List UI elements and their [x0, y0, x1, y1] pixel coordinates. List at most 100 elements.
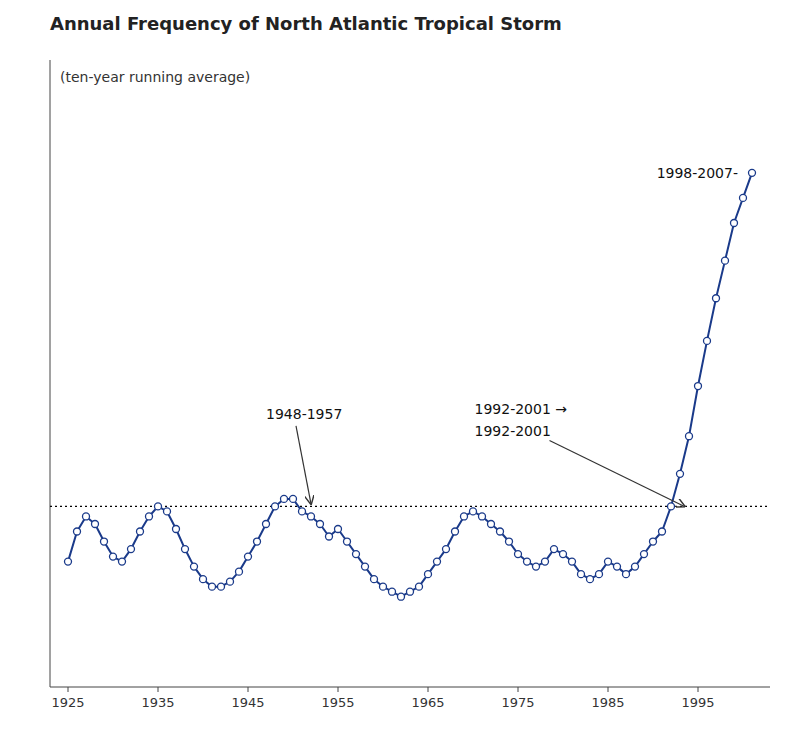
data-point — [578, 571, 585, 578]
annotation-arrow — [296, 426, 311, 504]
plot-area — [50, 169, 770, 600]
data-point — [398, 593, 405, 600]
y-axis-line — [50, 60, 51, 687]
data-point — [704, 337, 711, 344]
x-tick — [248, 687, 249, 692]
data-point — [560, 551, 567, 558]
data-point — [335, 525, 342, 532]
x-tick-label: 1935 — [141, 695, 174, 710]
x-tick-label: 1925 — [51, 695, 84, 710]
data-point — [587, 576, 594, 583]
data-point — [353, 551, 360, 558]
data-point — [515, 551, 522, 558]
annotation: 1992-2001 → — [475, 401, 568, 417]
data-point — [101, 538, 108, 545]
data-point — [299, 508, 306, 515]
data-point — [740, 194, 747, 201]
data-point — [614, 563, 621, 570]
data-point — [479, 513, 486, 520]
data-point — [272, 503, 279, 510]
data-point — [182, 546, 189, 553]
annotation: 1998-2007- — [657, 165, 738, 181]
data-point — [470, 508, 477, 515]
x-tick-label: 1945 — [231, 695, 264, 710]
data-point — [137, 528, 144, 535]
data-point — [245, 553, 252, 560]
data-point — [488, 520, 495, 527]
x-tick-label: 1965 — [411, 695, 444, 710]
data-point — [686, 433, 693, 440]
annotation: 1948-1957 — [266, 406, 342, 422]
data-point — [569, 558, 576, 565]
subtitle: (ten-year running average) — [60, 69, 250, 85]
data-point — [380, 583, 387, 590]
data-point — [191, 563, 198, 570]
data-point — [722, 257, 729, 264]
x-tick-label: 1955 — [321, 695, 354, 710]
data-point — [362, 563, 369, 570]
x-tick-label: 1995 — [681, 695, 714, 710]
data-point — [344, 538, 351, 545]
chart: Annual Frequency of North Atlantic Tropi… — [0, 0, 800, 737]
x-tick — [608, 687, 609, 692]
data-point — [650, 538, 657, 545]
data-point — [371, 576, 378, 583]
data-point — [623, 571, 630, 578]
data-point — [74, 528, 81, 535]
data-point — [524, 558, 531, 565]
data-point — [164, 508, 171, 515]
data-point — [281, 495, 288, 502]
data-point — [236, 568, 243, 575]
x-tick — [518, 687, 519, 692]
data-point — [407, 588, 414, 595]
data-point — [227, 578, 234, 585]
data-point — [146, 513, 153, 520]
data-point — [632, 563, 639, 570]
data-point — [200, 576, 207, 583]
data-point — [497, 528, 504, 535]
data-point — [461, 513, 468, 520]
x-tick — [428, 687, 429, 692]
x-tick — [698, 687, 699, 692]
x-tick — [338, 687, 339, 692]
data-point — [218, 583, 225, 590]
data-point — [659, 528, 666, 535]
data-point — [542, 558, 549, 565]
data-point — [389, 588, 396, 595]
data-point — [749, 169, 756, 176]
data-point — [326, 533, 333, 540]
data-point — [308, 513, 315, 520]
data-point — [92, 520, 99, 527]
x-tick-label: 1975 — [501, 695, 534, 710]
data-point — [128, 546, 135, 553]
data-point — [263, 520, 270, 527]
annotation: 1992-2001 — [475, 423, 551, 439]
data-point — [695, 383, 702, 390]
title: Annual Frequency of North Atlantic Tropi… — [50, 13, 562, 34]
x-tick-label: 1985 — [591, 695, 624, 710]
series-line — [68, 173, 752, 597]
data-point — [443, 546, 450, 553]
data-point — [119, 558, 126, 565]
data-point — [434, 558, 441, 565]
data-point — [668, 503, 675, 510]
data-point — [506, 538, 513, 545]
data-point — [110, 553, 117, 560]
x-tick — [158, 687, 159, 692]
data-point — [731, 220, 738, 227]
data-point — [605, 558, 612, 565]
data-point — [533, 563, 540, 570]
data-point — [713, 295, 720, 302]
data-point — [317, 520, 324, 527]
data-point — [425, 571, 432, 578]
annotation-arrow — [550, 440, 685, 506]
data-point — [65, 558, 72, 565]
data-point — [416, 583, 423, 590]
data-point — [452, 528, 459, 535]
data-point — [290, 495, 297, 502]
data-point — [677, 470, 684, 477]
x-tick — [68, 687, 69, 692]
data-point — [641, 551, 648, 558]
data-point — [551, 546, 558, 553]
data-point — [155, 503, 162, 510]
